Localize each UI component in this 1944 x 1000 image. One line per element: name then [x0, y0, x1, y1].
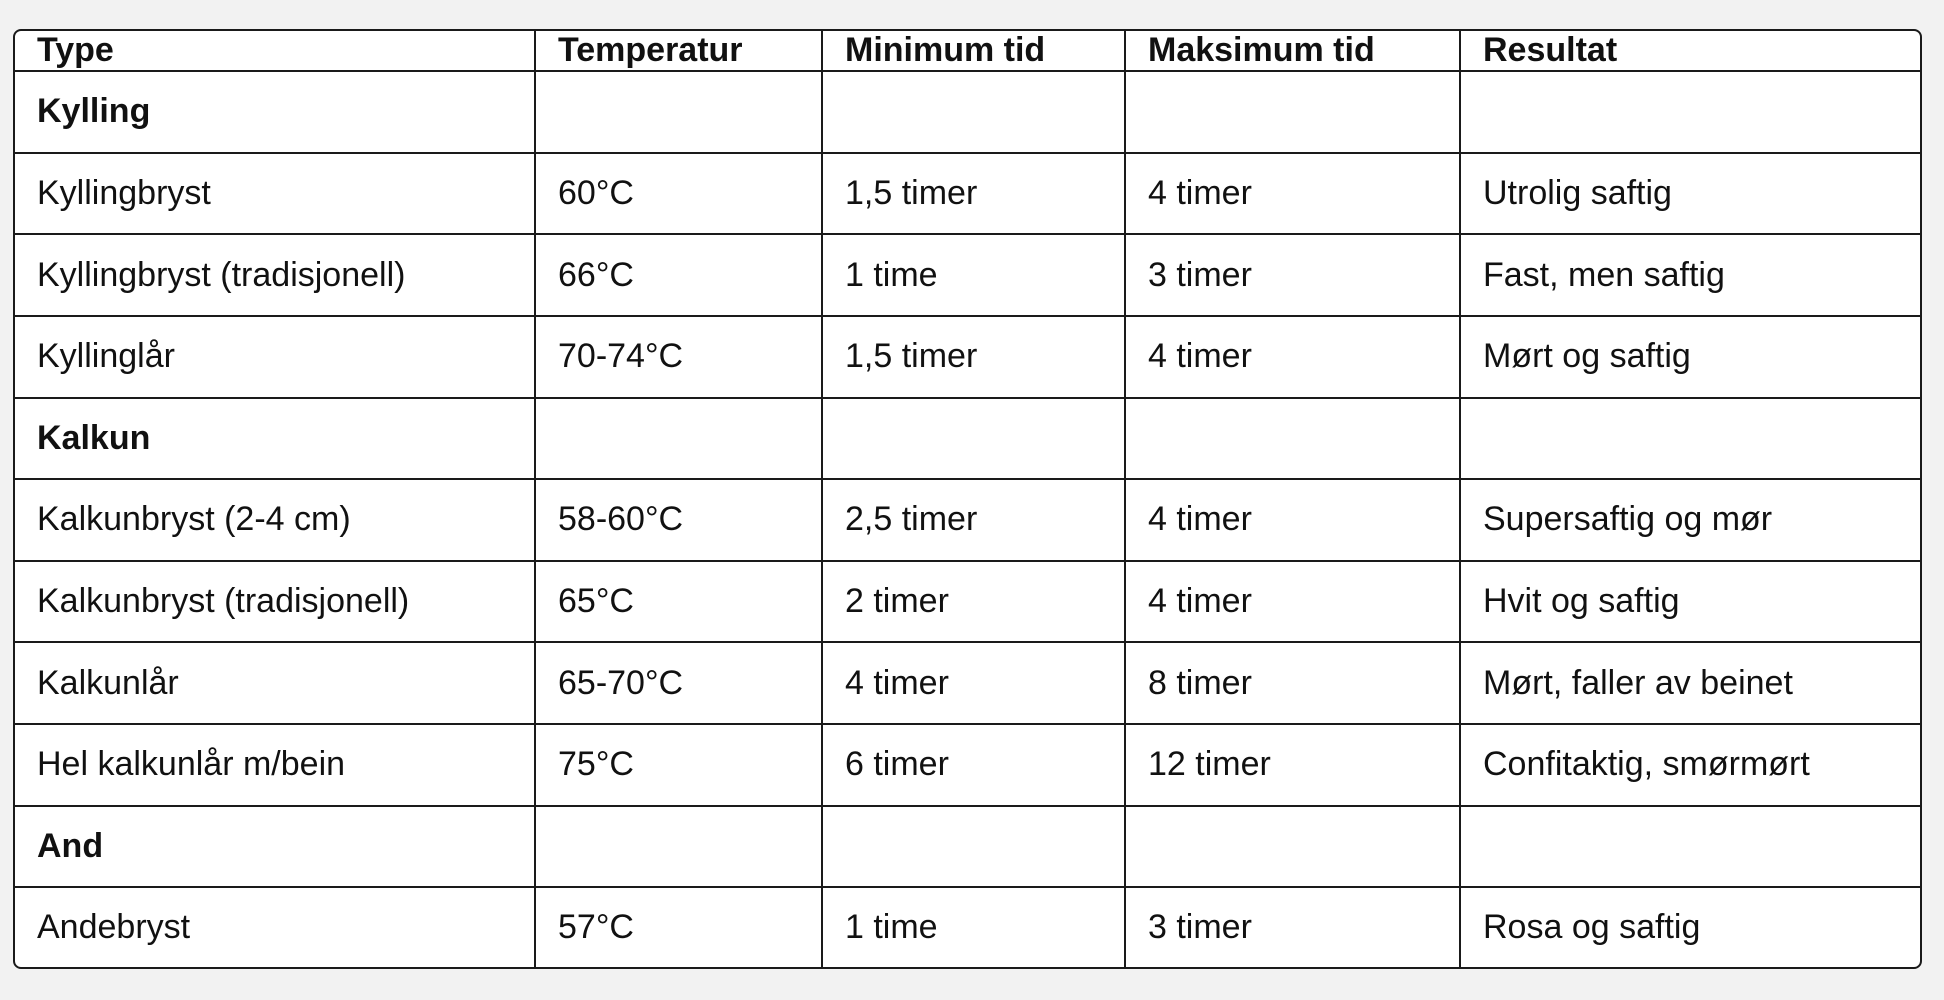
empty-cell [1124, 804, 1461, 889]
type-cell: Kyllingbryst (tradisjonell) [15, 233, 536, 317]
table-body: Kylling Kyllingbryst 60°C 1,5 timer 4 ti… [15, 70, 1920, 967]
category-row: And [15, 804, 1920, 889]
empty-cell [821, 804, 1126, 889]
empty-cell [534, 804, 823, 889]
max-time-cell: 4 timer [1124, 314, 1461, 399]
type-cell: Kalkunbryst (2-4 cm) [15, 478, 536, 562]
max-time-cell: 8 timer [1124, 641, 1461, 725]
max-time-cell: 4 timer [1124, 559, 1461, 644]
result-cell: Confitaktig, smørmørt [1459, 723, 1920, 807]
category-row: Kylling [15, 70, 1920, 154]
temperature-cell: 65-70°C [534, 641, 823, 725]
empty-cell [1459, 70, 1920, 154]
min-time-cell: 4 timer [821, 641, 1126, 725]
column-header-result: Resultat [1459, 31, 1920, 72]
result-cell: Hvit og saftig [1459, 559, 1920, 644]
min-time-cell: 1,5 timer [821, 314, 1126, 399]
max-time-cell: 4 timer [1124, 478, 1461, 562]
max-time-cell: 12 timer [1124, 723, 1461, 807]
result-cell: Mørt og saftig [1459, 314, 1920, 399]
temperature-cell: 70-74°C [534, 314, 823, 399]
category-row: Kalkun [15, 396, 1920, 481]
table-row: Kalkunbryst (2-4 cm) 58-60°C 2,5 timer 4… [15, 478, 1920, 562]
category-cell: Kylling [15, 70, 536, 154]
empty-cell [1124, 396, 1461, 481]
type-cell: Hel kalkunlår m/bein [15, 723, 536, 807]
cooking-table-container: Type Temperatur Minimum tid Maksimum tid… [13, 29, 1922, 969]
max-time-cell: 3 timer [1124, 233, 1461, 317]
table-row: Kyllinglår 70-74°C 1,5 timer 4 timer Mør… [15, 314, 1920, 399]
empty-cell [534, 70, 823, 154]
header-row: Type Temperatur Minimum tid Maksimum tid… [15, 31, 1920, 72]
table-row: Kalkunlår 65-70°C 4 timer 8 timer Mørt, … [15, 641, 1920, 725]
table-row: Andebryst 57°C 1 time 3 timer Rosa og sa… [15, 886, 1920, 967]
column-header-min-time: Minimum tid [821, 31, 1126, 72]
min-time-cell: 1 time [821, 886, 1126, 967]
category-cell: And [15, 804, 536, 889]
table-row: Kyllingbryst (tradisjonell) 66°C 1 time … [15, 233, 1920, 317]
table-header: Type Temperatur Minimum tid Maksimum tid… [15, 31, 1920, 72]
table-row: Kalkunbryst (tradisjonell) 65°C 2 timer … [15, 559, 1920, 644]
temperature-cell: 57°C [534, 886, 823, 967]
min-time-cell: 2 timer [821, 559, 1126, 644]
type-cell: Kalkunlår [15, 641, 536, 725]
max-time-cell: 4 timer [1124, 151, 1461, 236]
table-row: Kyllingbryst 60°C 1,5 timer 4 timer Utro… [15, 151, 1920, 236]
sous-vide-poultry-table: Type Temperatur Minimum tid Maksimum tid… [15, 31, 1920, 967]
empty-cell [1124, 70, 1461, 154]
result-cell: Utrolig saftig [1459, 151, 1920, 236]
column-header-type: Type [15, 31, 536, 72]
type-cell: Kyllinglår [15, 314, 536, 399]
column-header-temperature: Temperatur [534, 31, 823, 72]
max-time-cell: 3 timer [1124, 886, 1461, 967]
type-cell: Kyllingbryst [15, 151, 536, 236]
min-time-cell: 6 timer [821, 723, 1126, 807]
empty-cell [821, 70, 1126, 154]
min-time-cell: 2,5 timer [821, 478, 1126, 562]
category-cell: Kalkun [15, 396, 536, 481]
empty-cell [821, 396, 1126, 481]
temperature-cell: 65°C [534, 559, 823, 644]
table-row: Hel kalkunlår m/bein 75°C 6 timer 12 tim… [15, 723, 1920, 807]
temperature-cell: 66°C [534, 233, 823, 317]
result-cell: Fast, men saftig [1459, 233, 1920, 317]
empty-cell [1459, 804, 1920, 889]
result-cell: Mørt, faller av beinet [1459, 641, 1920, 725]
column-header-max-time: Maksimum tid [1124, 31, 1461, 72]
empty-cell [1459, 396, 1920, 481]
result-cell: Rosa og saftig [1459, 886, 1920, 967]
empty-cell [534, 396, 823, 481]
min-time-cell: 1,5 timer [821, 151, 1126, 236]
temperature-cell: 75°C [534, 723, 823, 807]
min-time-cell: 1 time [821, 233, 1126, 317]
temperature-cell: 60°C [534, 151, 823, 236]
type-cell: Andebryst [15, 886, 536, 967]
result-cell: Supersaftig og mør [1459, 478, 1920, 562]
temperature-cell: 58-60°C [534, 478, 823, 562]
type-cell: Kalkunbryst (tradisjonell) [15, 559, 536, 644]
